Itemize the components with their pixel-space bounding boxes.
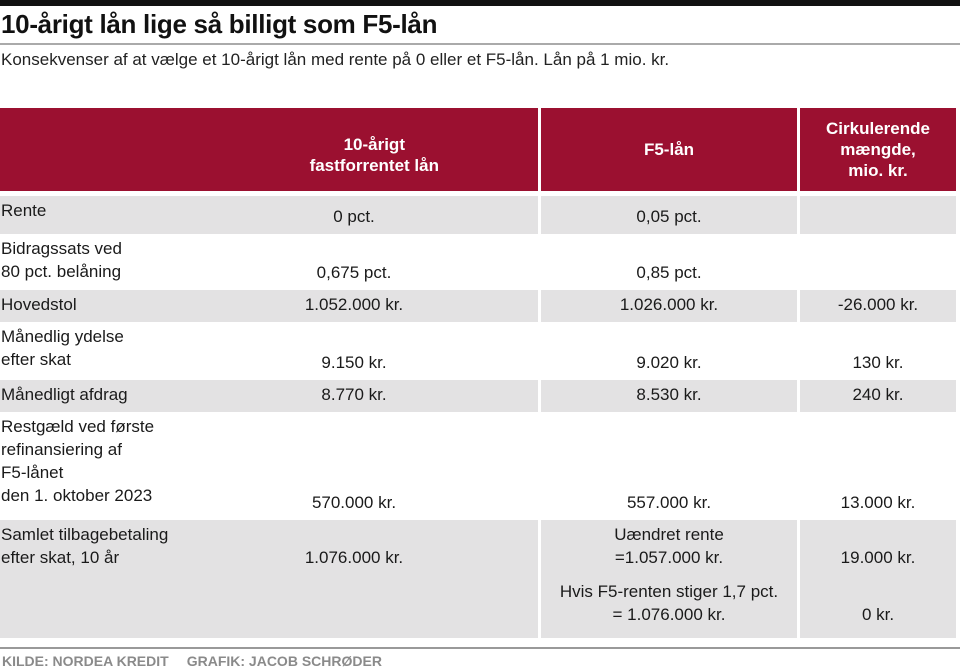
table-row: Rente 0 pct. 0,05 pct. [0,196,956,234]
table-cell: 1.076.000 kr. [170,520,538,638]
cell-value: 9.150 kr. [321,353,387,372]
table-cell: 13.000 kr. [800,412,956,520]
row-label: Rente [0,196,538,234]
cell-value: 557.000 kr. [626,493,712,512]
cell-value: 0,85 pct. [636,263,702,282]
table-row: Samlet tilbagebetaling efter skat, 10 år… [0,520,956,638]
cell-value: 19.000 kr. [840,548,916,567]
row-label: Månedligt afdrag [0,380,538,412]
header-col-10-aarigt: 10-årigt fastforrentet lån [0,108,538,191]
source-label: KILDE: NORDEA KREDIT [2,653,169,669]
table-cell: 0 pct. [170,196,538,234]
cell-value: 570.000 kr. [311,493,397,512]
table-cell: 130 kr. [800,322,956,380]
table-cell: 8.770 kr. [170,380,538,412]
credit-label: GRAFIK: JACOB SCHRØDER [186,653,382,669]
cell-value: Hvis F5-renten stiger 1,7 pct. = 1.076.0… [559,582,779,624]
table-row: Månedligt afdrag 8.770 kr. 8.530 kr. 240 kr… [0,380,956,412]
table-cell: 0,85 pct. [541,234,797,290]
cell-value: -26.000 kr. [837,295,919,314]
cell-value: 0 kr. [861,605,895,624]
row-label: Samlet tilbagebetaling efter skat, 10 år [0,520,538,638]
table-cell: 570.000 kr. [170,412,538,520]
row-label: Månedlig ydelse efter skat [1,327,124,369]
table-cell [800,196,956,234]
table-row: Hovedstol 1.052.000 kr. 1.026.000 kr. -26.0… [0,290,956,322]
table-cell: 9.150 kr. [170,322,538,380]
header-col-cirkulerende: Cirkulerende mængde, mio. kr. [800,108,956,191]
row-label: Hovedstol [0,290,538,322]
header-label: 10-årigt fastforrentet lån [309,134,439,175]
table-cell: -26.000 kr. [800,290,956,322]
top-bar [0,0,960,6]
table-cell: 8.530 kr. [541,380,797,412]
chart-subtitle: Konsekvenser af at vælge et 10-årigt lån… [1,50,670,69]
table-cell: 0,675 pct. [170,234,538,290]
cell-value: 240 kr. [852,385,904,404]
header-label: F5-lån [643,140,695,159]
cell-value: 1.052.000 kr. [304,295,404,314]
cell-value: Uændret rente =1.057.000 kr. [614,525,724,567]
cell-value: 13.000 kr. [840,493,916,512]
cell-value: 1.076.000 kr. [304,548,404,567]
row-label: Restgæld ved første refinansiering af F5… [1,417,155,505]
cell-value: 1.026.000 kr. [619,295,719,314]
table-cell: 1.052.000 kr. [170,290,538,322]
row-label: Bidragssats ved 80 pct. belåning [1,239,122,281]
chart-title: 10-årigt lån lige så billigt som F5-lån [1,9,438,39]
table-cell: Uændret rente =1.057.000 kr. Hvis F5-rent… [541,520,797,638]
footer: KILDE: NORDEA KREDIT GRAFIK: JACOB SCHRØD… [2,653,400,669]
table-cell: 9.020 kr. [541,322,797,380]
table-cell: 557.000 kr. [541,412,797,520]
title-divider [0,43,960,45]
table-row: Bidragssats ved 80 pct. belåning 0,675 pc… [0,234,956,290]
cell-value: 0,05 pct. [636,207,702,226]
table-cell: 19.000 kr. 0 kr. [800,520,956,638]
table-cell: 0,05 pct. [541,196,797,234]
table-row: Månedlig ydelse efter skat 9.150 kr. 9.020… [0,322,956,380]
cell-value: 130 kr. [852,353,904,372]
table-row: Restgæld ved første refinansiering af F5… [0,412,956,520]
cell-value: 9.020 kr. [636,353,702,372]
header-col-f5: F5-lån [541,108,797,191]
cell-value: 8.770 kr. [321,385,387,404]
table-cell: 1.026.000 kr. [541,290,797,322]
cell-value: 0,675 pct. [316,263,392,282]
cell-value: 0 pct. [333,207,375,226]
cell-value: 8.530 kr. [636,385,702,404]
table-cell: 240 kr. [800,380,956,412]
bottom-divider [0,647,960,649]
table-cell [800,234,956,290]
header-label: Cirkulerende mængde, mio. kr. [826,119,930,180]
